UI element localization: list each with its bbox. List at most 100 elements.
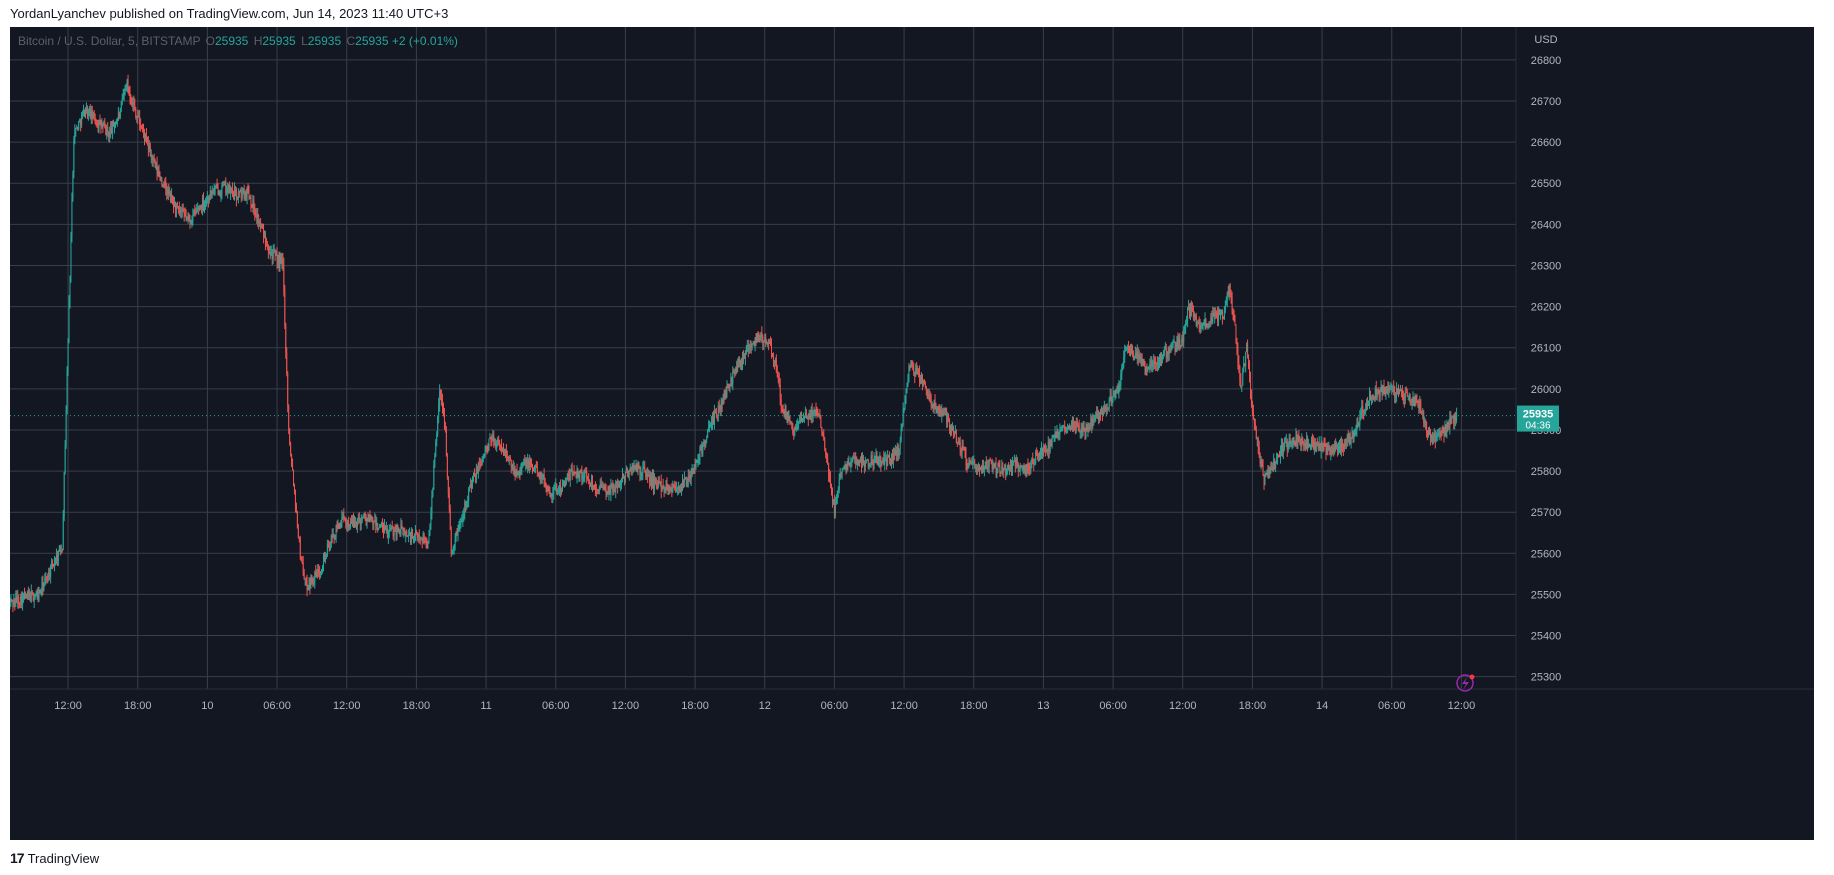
candle-body <box>868 465 870 467</box>
candle-body <box>83 109 85 114</box>
candle-body <box>693 464 695 473</box>
candle-body <box>1300 443 1302 447</box>
x-tick-label: 18:00 <box>960 700 988 712</box>
candle-body <box>1354 430 1356 436</box>
y-tick-label: 26000 <box>1531 384 1562 396</box>
candle-body <box>569 471 571 480</box>
candle-body <box>303 571 305 580</box>
candle-body <box>49 571 51 577</box>
candle-body <box>1310 440 1312 447</box>
candle-body <box>722 396 724 405</box>
candle-body <box>233 193 235 199</box>
candle-body <box>846 462 848 470</box>
candle-body <box>335 525 337 538</box>
candle-body <box>196 209 198 212</box>
candle-body <box>253 200 255 210</box>
candle-body <box>956 442 958 444</box>
candle-body <box>884 459 886 465</box>
candle-body <box>965 453 967 464</box>
candle-body <box>1391 387 1393 390</box>
candle-body <box>834 502 836 514</box>
candle-body <box>997 463 999 471</box>
candle-body <box>1133 357 1135 360</box>
candle-body <box>973 461 975 463</box>
candle-body <box>224 181 226 185</box>
candle-body <box>781 406 783 409</box>
lightning-icon[interactable] <box>1456 674 1475 692</box>
candle-body <box>141 128 143 130</box>
candle-body <box>501 445 503 451</box>
candle-body <box>292 464 294 471</box>
candle-body <box>191 221 193 224</box>
candle-body <box>526 459 528 468</box>
candle-body <box>572 472 574 475</box>
candle-body <box>456 533 458 535</box>
candle-body <box>1116 386 1118 389</box>
candle-body <box>452 548 454 550</box>
candle-body <box>1436 434 1438 439</box>
candle-body <box>578 474 580 477</box>
candle-body <box>168 190 170 195</box>
price-chart[interactable]: 2530025400255002560025700258002590026000… <box>10 27 1814 840</box>
candle-body <box>321 569 323 573</box>
candle-body <box>710 423 712 425</box>
candle-body <box>1050 439 1052 447</box>
candle-body <box>309 583 311 588</box>
candle-body <box>1004 465 1006 469</box>
candle-body <box>1295 434 1297 442</box>
candle-body <box>200 205 202 207</box>
candle-body <box>1161 354 1163 358</box>
candle-body <box>987 466 989 468</box>
candle-body <box>1312 440 1314 450</box>
candle-body <box>641 473 643 475</box>
candle-body <box>431 496 433 514</box>
candle-body <box>582 478 584 480</box>
candle-body <box>755 337 757 343</box>
candle-body <box>677 487 679 489</box>
candle-body <box>1247 343 1249 357</box>
candle-body <box>687 475 689 482</box>
candle-body <box>1412 397 1414 402</box>
candle-body <box>1129 352 1131 354</box>
candle-body <box>1240 379 1242 388</box>
candle-body <box>532 467 534 469</box>
candle-body <box>1003 468 1005 472</box>
candle-body <box>810 409 812 420</box>
candle-body <box>850 461 852 466</box>
candle-body <box>1249 375 1251 393</box>
candle-body <box>355 522 357 528</box>
candle-body <box>533 466 535 469</box>
candle-body <box>968 461 970 464</box>
candle-body <box>33 597 35 601</box>
candle-body <box>1056 429 1058 436</box>
candle-body <box>967 463 969 466</box>
candle-body <box>369 516 371 521</box>
candle-body <box>26 592 28 598</box>
candle-body <box>1006 469 1008 475</box>
candle-body <box>1103 406 1105 412</box>
y-tick-label: 25600 <box>1531 548 1562 560</box>
candle-body <box>659 481 661 484</box>
candle-body <box>1393 387 1395 393</box>
candle-body <box>265 244 267 246</box>
candle-body <box>1182 338 1184 342</box>
candle-body <box>1260 460 1262 464</box>
candle-body <box>341 516 343 525</box>
candle-body <box>464 501 466 513</box>
candle-body <box>1369 394 1371 404</box>
candle-body <box>429 524 431 535</box>
candle-body <box>581 472 583 480</box>
candle-body <box>1209 323 1211 325</box>
candle-body <box>287 373 289 406</box>
candle-body <box>1304 442 1306 447</box>
candle-body <box>520 468 522 474</box>
candle-body <box>1420 400 1422 411</box>
chart-panel[interactable]: 2530025400255002560025700258002590026000… <box>10 27 1814 840</box>
candle-body <box>383 525 385 533</box>
candle-body <box>358 517 360 521</box>
candle-body <box>852 456 854 460</box>
candle-body <box>263 227 265 237</box>
candle-body <box>601 487 603 489</box>
candle-body <box>742 356 744 358</box>
candle-body <box>1169 348 1171 350</box>
